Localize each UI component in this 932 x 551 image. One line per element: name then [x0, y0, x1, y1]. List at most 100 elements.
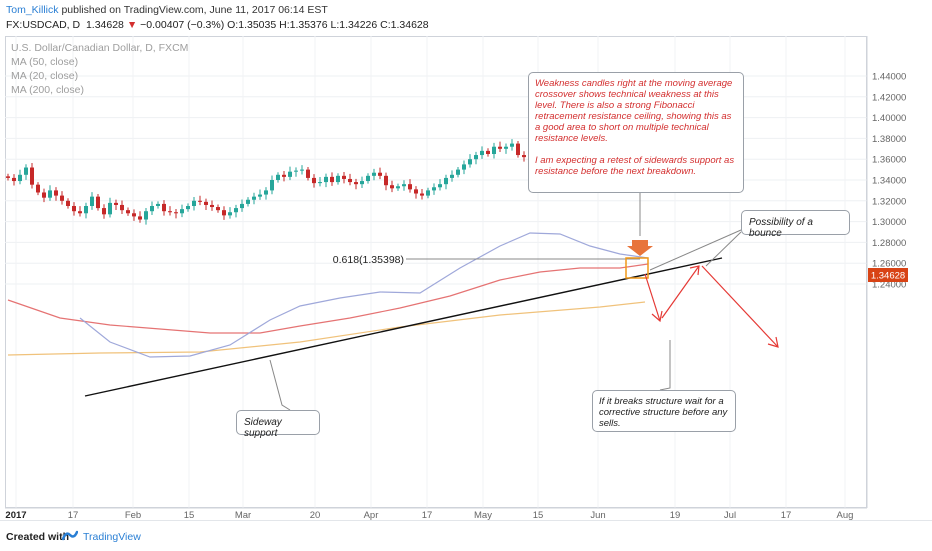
candle-body: [516, 143, 520, 156]
price-tick-label: 1.36000: [872, 155, 906, 166]
time-tick-label: 17: [781, 510, 792, 520]
time-tick-label: Aug: [837, 510, 854, 520]
candle-body: [474, 155, 478, 160]
candle-body: [492, 146, 496, 154]
price-tick-label: 1.28000: [872, 238, 906, 249]
price-tick-label: 1.32000: [872, 196, 906, 207]
support-callout[interactable]: Sideway support: [236, 410, 320, 439]
last-price-tag-bg: [868, 268, 908, 282]
weakness-callout[interactable]: Weakness candles right at the moving ave…: [528, 72, 744, 193]
candle-body: [12, 177, 16, 182]
legend-ma200[interactable]: MA (200, close): [11, 84, 84, 96]
candle-body: [48, 190, 52, 198]
candle-body: [120, 204, 124, 211]
projection-path-1: [644, 273, 661, 322]
candle-body: [156, 203, 160, 206]
candle-body: [306, 169, 310, 178]
candle-body: [30, 167, 34, 185]
candle-body: [450, 174, 454, 178]
candle-body: [60, 195, 64, 201]
candle-body: [192, 200, 196, 206]
price-chart[interactable]: 0.618(1.35398) 1.44000 1.42000 1.40000 1.38…: [0, 0, 932, 520]
high-value: H:1.35376: [279, 19, 328, 31]
candle-body: [300, 169, 304, 171]
weakness-callout-text-1: Weakness candles right at the moving ave…: [535, 78, 733, 144]
candle-body: [258, 194, 262, 197]
bounce-callout-pointer-2: [705, 231, 742, 267]
candle-body: [270, 180, 274, 191]
candle-body: [420, 193, 424, 196]
candle-body: [372, 172, 376, 176]
candle-body: [90, 196, 94, 206]
author-link[interactable]: Tom_Killick: [6, 4, 59, 16]
candle-body: [150, 206, 154, 212]
candle-body: [204, 201, 208, 205]
symbol-label: FX:USDCAD, D: [6, 19, 81, 31]
candle-body: [498, 146, 502, 149]
candle-body: [6, 176, 10, 178]
price-axis[interactable]: 1.44000 1.42000 1.40000 1.38000 1.36000 1.340…: [872, 72, 906, 291]
candle-body: [366, 175, 370, 182]
candle-body: [504, 146, 508, 149]
candle-body: [240, 203, 244, 209]
candle-body: [378, 172, 382, 176]
legend-ma20[interactable]: MA (20, close): [11, 70, 78, 82]
sideway-support-trendline[interactable]: [84, 257, 723, 397]
price-tick-label: 1.42000: [872, 92, 906, 103]
tradingview-brand-link[interactable]: TradingView: [83, 531, 141, 543]
drawings: 0.618(1.35398): [84, 193, 779, 411]
weakness-callout-text-2: I am expecting a retest of sidewards sup…: [535, 155, 735, 177]
candle-body: [102, 208, 106, 215]
time-tick-label: 19: [670, 510, 681, 520]
ohlc-line: FX:USDCAD, D 1.34628 ▼ −0.00407 (−0.3%) …: [6, 19, 429, 31]
time-tick-label: Mar: [235, 510, 251, 520]
candle-body: [468, 159, 472, 165]
fib-level-label: 0.618(1.35398): [333, 254, 404, 266]
candle-body: [486, 150, 490, 154]
price-tick-label: 1.44000: [872, 72, 906, 83]
candle-body: [180, 209, 184, 214]
candle-body: [54, 190, 58, 196]
candle-body: [234, 208, 238, 213]
candle-body: [480, 150, 484, 156]
candle-body: [324, 176, 328, 183]
candle-body: [510, 143, 514, 147]
candle-body: [360, 181, 364, 185]
candle-body: [72, 206, 76, 212]
projection-path-3: [701, 265, 779, 348]
candle-body: [348, 178, 352, 183]
candle-body: [276, 174, 280, 180]
time-tick-label: Apr: [364, 510, 379, 520]
last-price-tag: 1.34628: [868, 268, 908, 282]
candle-body: [522, 155, 526, 158]
last-price: 1.34628: [85, 19, 124, 31]
bounce-callout-text: Possibility of a bounce: [749, 217, 813, 239]
time-axis[interactable]: 2017 17 Feb 15 Mar 20 Apr 17 May 15 Jun 19 Jul 17 Aug: [5, 510, 853, 520]
highlight-box[interactable]: [625, 257, 649, 279]
candle-body: [36, 184, 40, 193]
projection-arrowhead-1: [651, 310, 663, 323]
candle-body: [162, 203, 166, 212]
candle-body: [96, 196, 100, 209]
breaks-callout[interactable]: If it breaks structure wait for a correc…: [592, 390, 736, 432]
time-tick-label: 2017: [5, 510, 26, 520]
candle-body: [414, 189, 418, 194]
price-tick-label: 1.30000: [872, 217, 906, 228]
bounce-callout[interactable]: Possibility of a bounce: [741, 210, 850, 239]
created-with-label: Created with: [6, 531, 70, 543]
candle-body: [66, 200, 70, 206]
candle-body: [174, 212, 178, 214]
candle-body: [84, 206, 88, 214]
moving-averages: [7, 232, 649, 358]
candle-body: [186, 206, 190, 210]
candle-body: [438, 184, 442, 188]
support-callout-text: Sideway support: [244, 417, 282, 439]
candle-body: [126, 210, 130, 214]
candle-body: [318, 182, 322, 184]
candle-body: [288, 171, 292, 177]
time-tick-label: 20: [310, 510, 321, 520]
projection-arrowhead-3: [767, 336, 779, 348]
legend-ma50[interactable]: MA (50, close): [11, 56, 78, 68]
legend: U.S. Dollar/Canadian Dollar, D, FXCM MA …: [11, 42, 188, 96]
candle-body: [264, 190, 268, 195]
